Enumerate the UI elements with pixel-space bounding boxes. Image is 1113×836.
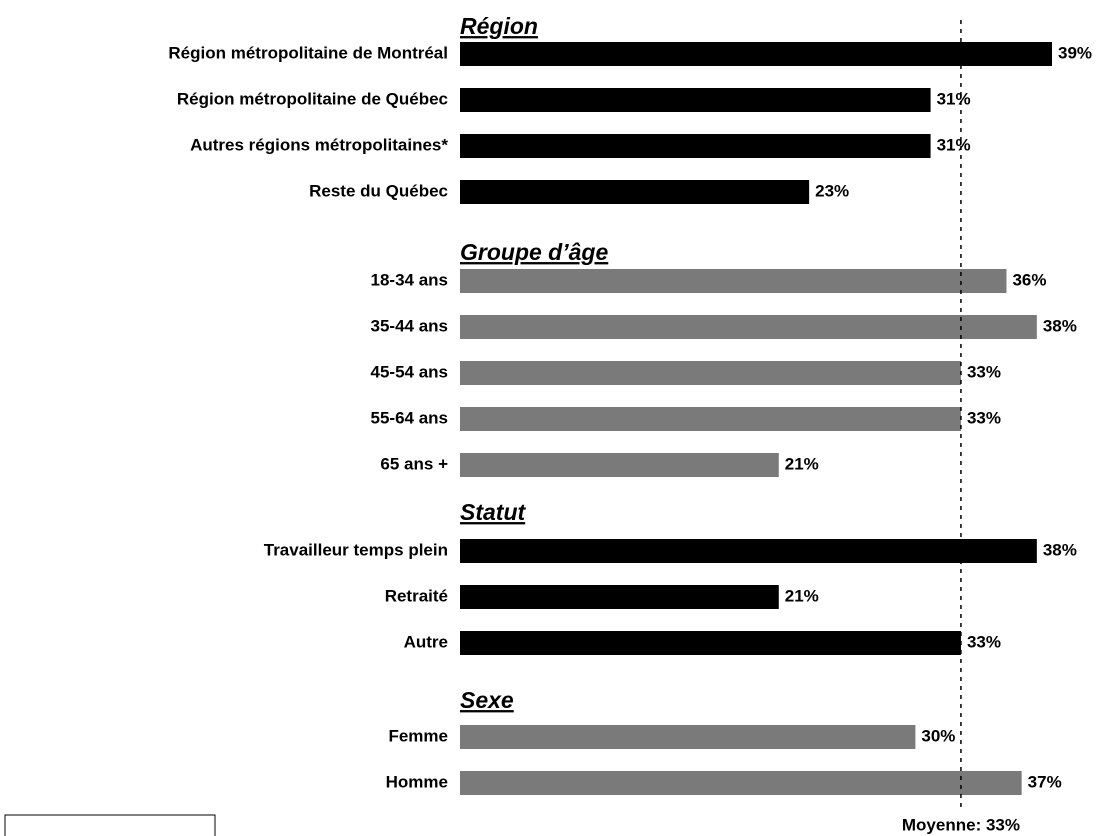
value-label: 33% [967,362,1001,381]
average-label: Moyenne: 33% [902,815,1020,834]
category-label: 45-54 ans [371,362,449,381]
category-label: Reste du Québec [309,181,448,200]
bar [460,134,931,158]
value-label: 31% [937,89,971,108]
value-label: 38% [1043,316,1077,335]
value-label: 23% [815,181,849,200]
bar [460,361,961,385]
bar [460,771,1022,795]
category-label: 55-64 ans [371,408,449,427]
category-label: Travailleur temps plein [264,540,448,559]
category-label: Retraité [385,586,448,605]
category-label: 65 ans + [380,454,448,473]
value-label: 39% [1058,43,1092,62]
bar [460,539,1037,563]
value-label: 31% [937,135,971,154]
bar [460,725,916,749]
value-label: 30% [921,726,955,745]
value-label: 21% [785,586,819,605]
bar [460,315,1037,339]
bar [460,585,779,609]
bar [460,407,961,431]
legend-box [4,814,216,836]
value-label: 33% [967,408,1001,427]
group-heading: Sexe [460,687,514,713]
category-label: Région métropolitaine de Québec [177,89,448,108]
value-label: 38% [1043,540,1077,559]
value-label: 36% [1012,270,1046,289]
category-label: Homme [386,772,448,791]
bar [460,42,1053,66]
value-label: 21% [785,454,819,473]
bar [460,453,779,477]
bar [460,180,810,204]
category-label: 18-34 ans [371,270,449,289]
category-label: Femme [388,726,448,745]
bar [460,269,1007,293]
bar [460,88,931,112]
group-heading: Région [460,13,538,39]
category-label: 35-44 ans [371,316,449,335]
value-label: 37% [1028,772,1062,791]
group-heading: Groupe d’âge [460,239,608,265]
value-label: 33% [967,632,1001,651]
category-label: Autres régions métropolitaines* [190,135,448,154]
category-label: Région métropolitaine de Montréal [168,43,448,62]
bar [460,631,961,655]
category-label: Autre [404,632,448,651]
group-heading: Statut [460,499,527,525]
